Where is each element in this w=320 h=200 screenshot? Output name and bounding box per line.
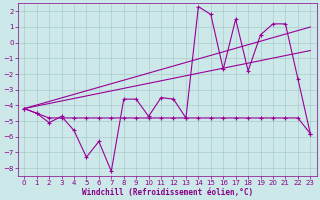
X-axis label: Windchill (Refroidissement éolien,°C): Windchill (Refroidissement éolien,°C) xyxy=(82,188,253,197)
